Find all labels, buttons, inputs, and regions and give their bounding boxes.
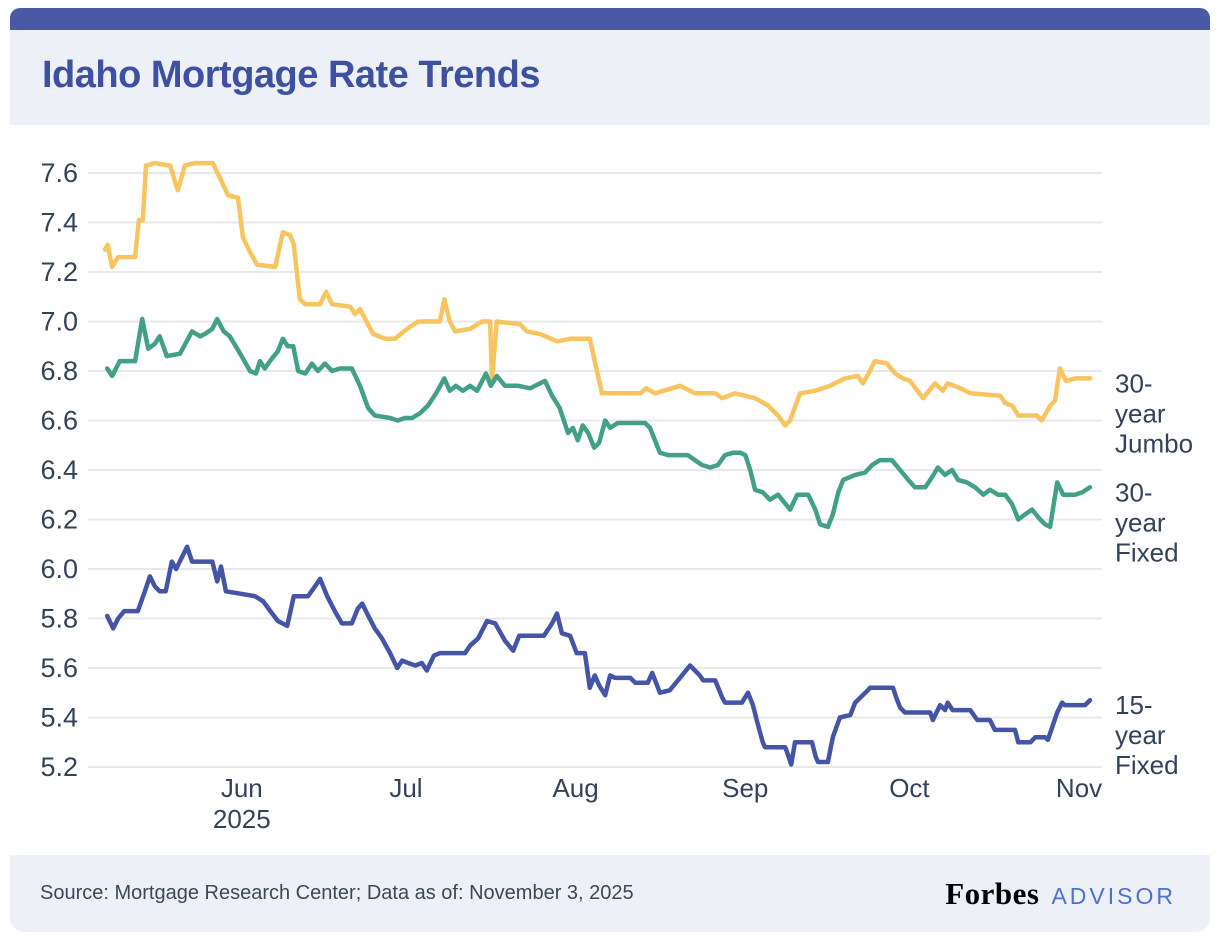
y-axis-tick-label: 7.0 [40, 307, 78, 337]
y-axis-tick-label: 7.4 [40, 208, 78, 238]
source-text: Source: Mortgage Research Center; Data a… [40, 882, 634, 904]
advisor-wordmark: ADVISOR [1051, 882, 1176, 909]
y-axis-tick-label: 5.2 [40, 752, 78, 782]
series-label: Jumbo [1115, 428, 1193, 458]
series-label: Fixed [1115, 537, 1179, 567]
y-axis-tick-label: 7.6 [40, 158, 78, 188]
y-axis-tick-label: 5.6 [40, 653, 78, 683]
y-axis-tick-label: 5.4 [40, 703, 78, 733]
series-line-30-year-fixed [104, 316, 1093, 530]
series-line-30-year-jumbo [102, 160, 1093, 428]
series-label: Fixed [1115, 750, 1179, 780]
x-axis-tick-label: Jul [389, 773, 422, 803]
x-axis-tick-label: Oct [889, 773, 930, 803]
x-axis-tick-label: Aug [552, 773, 598, 803]
y-axis-tick-label: 7.2 [40, 257, 78, 287]
series-label: 30- [1115, 477, 1153, 507]
y-axis-tick-label: 6.4 [40, 455, 78, 485]
card-top-accent-bar [10, 8, 1210, 30]
card-footer: Source: Mortgage Research Center; Data a… [10, 855, 1210, 932]
chart-area: 7.6 7.4 7.2 7.0 6.8 6.6 6.4 6.2 6.0 5.8 5.6 5.4 5.2 J… [10, 125, 1210, 855]
page-title: Idaho Mortgage Rate Trends [42, 54, 540, 96]
x-axis-year-label: 2025 [213, 804, 271, 834]
x-axis-tick-label: Jun [221, 773, 263, 803]
forbes-advisor-logo: Forbes ADVISOR [945, 876, 1176, 912]
forbes-wordmark: Forbes [945, 875, 1040, 911]
x-axis-tick-label: Nov [1056, 773, 1102, 803]
y-axis-tick-label: 6.2 [40, 505, 78, 535]
series-label: year [1115, 507, 1166, 537]
x-axis-tick-label: Sep [722, 773, 768, 803]
series-label: year [1115, 720, 1166, 750]
series-label: year [1115, 398, 1166, 428]
chart-card: Idaho Mortgage Rate Trends 7.6 7.4 7.2 7.0 6… [10, 8, 1210, 932]
series-label: 15- [1115, 690, 1153, 720]
y-axis-tick-label: 6.0 [40, 554, 78, 584]
series-line-15-year-fixed [104, 544, 1093, 767]
mortgage-rate-line-chart: 7.6 7.4 7.2 7.0 6.8 6.6 6.4 6.2 6.0 5.8 5.6 5.4 5.2 J… [40, 158, 1193, 834]
y-axis-tick-label: 6.6 [40, 406, 78, 436]
card-header: Idaho Mortgage Rate Trends [10, 30, 1210, 125]
y-axis-tick-label: 5.8 [40, 604, 78, 634]
series-label: 30- [1115, 368, 1153, 398]
y-axis-tick-label: 6.8 [40, 356, 78, 386]
